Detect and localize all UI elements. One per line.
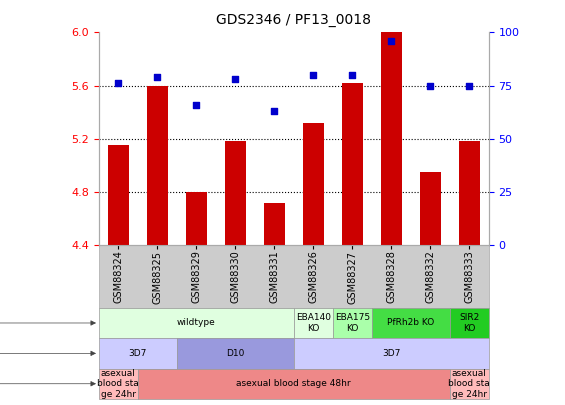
Bar <box>294 308 333 338</box>
Bar <box>333 308 372 338</box>
Bar <box>99 338 177 369</box>
Bar <box>177 338 294 369</box>
Text: asexual
blood sta
ge 24hr: asexual blood sta ge 24hr <box>98 369 139 399</box>
Bar <box>420 172 441 245</box>
Point <box>114 80 123 87</box>
Text: SIR2
KO: SIR2 KO <box>459 313 479 333</box>
Bar <box>303 123 324 245</box>
Bar <box>138 369 450 399</box>
Point <box>231 76 240 83</box>
Bar <box>99 308 294 338</box>
Point <box>192 101 201 108</box>
Bar <box>108 145 129 245</box>
Point <box>426 82 435 89</box>
Point <box>465 82 474 89</box>
Bar <box>147 85 168 245</box>
Bar <box>342 83 363 245</box>
Text: 3D7: 3D7 <box>129 349 147 358</box>
Bar <box>99 369 138 399</box>
Point <box>308 72 318 78</box>
Bar <box>450 308 489 338</box>
Bar <box>264 202 285 245</box>
Point <box>387 38 396 44</box>
Point <box>270 108 279 114</box>
Text: asexual blood stage 48hr: asexual blood stage 48hr <box>237 379 351 388</box>
Title: GDS2346 / PF13_0018: GDS2346 / PF13_0018 <box>216 13 371 27</box>
Bar <box>381 32 402 245</box>
Text: EBA175
KO: EBA175 KO <box>334 313 370 333</box>
Text: asexual
blood sta
ge 24hr: asexual blood sta ge 24hr <box>449 369 490 399</box>
Text: 3D7: 3D7 <box>382 349 401 358</box>
Bar <box>450 369 489 399</box>
Text: wildtype: wildtype <box>177 318 216 328</box>
Bar <box>372 308 450 338</box>
Bar <box>459 141 480 245</box>
Bar <box>294 338 489 369</box>
Bar <box>225 141 246 245</box>
Bar <box>186 192 207 245</box>
Point <box>153 74 162 80</box>
Point <box>348 72 357 78</box>
Text: PfRh2b KO: PfRh2b KO <box>387 318 434 328</box>
Text: EBA140
KO: EBA140 KO <box>296 313 331 333</box>
Text: D10: D10 <box>226 349 245 358</box>
